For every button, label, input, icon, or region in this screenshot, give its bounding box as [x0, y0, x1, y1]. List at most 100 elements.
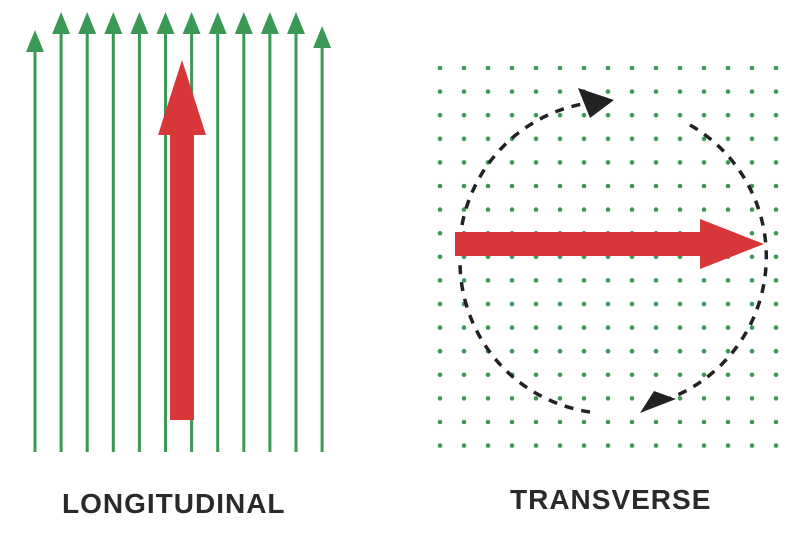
grid-dot: [701, 65, 707, 71]
grid-dot: [581, 183, 587, 189]
grid-dot: [677, 348, 683, 354]
grid-dot: [509, 301, 515, 307]
grid-dot: [509, 112, 515, 118]
grid-dot: [437, 396, 443, 401]
grid-dot: [533, 419, 539, 425]
grid-dot: [533, 372, 539, 378]
field-line: [130, 12, 149, 452]
grid-dot: [605, 372, 611, 378]
grid-dot: [677, 183, 683, 189]
grid-dot: [581, 278, 587, 283]
grid-dot: [773, 325, 779, 330]
grid-dot: [629, 65, 635, 71]
grid-dot: [461, 89, 467, 94]
field-line: [78, 12, 97, 452]
grid-dot: [437, 65, 443, 71]
grid-dot: [605, 112, 611, 118]
grid-dot: [557, 443, 563, 448]
grid-dot: [557, 372, 563, 378]
grid-dot: [677, 419, 683, 425]
arrow-head: [158, 60, 206, 135]
grid-dot: [485, 301, 491, 307]
grid-dot: [749, 254, 755, 260]
grid-dot: [773, 183, 779, 189]
grid-dot: [701, 372, 707, 378]
grid-dot: [581, 419, 587, 425]
field-line: [234, 12, 253, 452]
grid-dot: [701, 396, 707, 401]
grid-dot: [773, 136, 779, 142]
grid-dot: [749, 160, 755, 165]
grid-dot: [749, 89, 755, 94]
grid-dot: [509, 207, 515, 212]
grid-dot: [437, 278, 443, 283]
arrow-shaft: [170, 128, 194, 420]
grid-dot: [581, 65, 587, 71]
grid-dot: [749, 396, 755, 401]
grid-dot: [509, 419, 515, 425]
grid-dot: [461, 396, 467, 401]
grid-dot: [605, 278, 611, 283]
grid-dot: [653, 301, 659, 307]
grid-dot: [557, 325, 563, 330]
grid-dot: [533, 443, 539, 448]
grid-dot: [725, 372, 731, 378]
grid-dot: [557, 136, 563, 142]
grid-dot: [701, 443, 707, 448]
grid-dot: [725, 160, 731, 165]
grid-dot: [461, 372, 467, 378]
grid-dot: [509, 396, 515, 401]
grid-dot: [701, 89, 707, 94]
field-line-arrowhead-icon: [208, 12, 227, 34]
longitudinal-panel: [26, 12, 332, 452]
grid-dot: [749, 419, 755, 425]
grid-dot: [773, 396, 779, 401]
grid-dot: [653, 112, 659, 118]
grid-dot: [653, 325, 659, 330]
grid-dot: [605, 348, 611, 354]
field-line-arrowhead-icon: [287, 12, 305, 34]
grid-dot: [533, 160, 539, 165]
grid-dot: [629, 372, 635, 378]
grid-dot: [701, 419, 707, 425]
grid-dot: [437, 136, 443, 142]
field-line: [287, 12, 305, 452]
grid-dot: [725, 136, 731, 142]
grid-dot: [749, 112, 755, 118]
grid-dot: [701, 325, 707, 330]
grid-dot: [701, 183, 707, 189]
grid-dot: [557, 112, 563, 118]
grid-dot: [725, 278, 731, 283]
grid-dot: [725, 301, 731, 307]
field-line: [26, 30, 44, 452]
grid-dot: [533, 207, 539, 212]
grid-dot: [485, 136, 491, 142]
grid-dot: [653, 443, 659, 448]
grid-dot: [533, 65, 539, 71]
grid-dot: [461, 65, 467, 71]
grid-dot: [533, 183, 539, 189]
grid-dot: [773, 65, 779, 71]
grid-dot: [653, 419, 659, 425]
longitudinal-label: LONGITUDINAL: [62, 488, 286, 519]
grid-dot: [773, 372, 779, 378]
grid-dot: [773, 207, 779, 212]
grid-dot: [725, 443, 731, 448]
grid-dot: [605, 396, 611, 401]
grid-dot: [725, 112, 731, 118]
field-line-arrowhead-icon: [313, 26, 332, 48]
grid-dot: [437, 348, 443, 354]
field-line-arrowhead-icon: [104, 12, 123, 34]
rotation-path: [458, 88, 769, 414]
grid-dot: [485, 325, 491, 330]
grid-dot: [677, 443, 683, 448]
grid-dot: [509, 278, 515, 283]
grid-dot: [605, 65, 611, 71]
grid-dot: [557, 301, 563, 307]
grid-dot: [437, 207, 443, 212]
grid-dot: [605, 89, 611, 94]
grid-dot: [725, 207, 731, 212]
grid-dot: [485, 183, 491, 189]
grid-dot: [581, 112, 587, 118]
grid-dot: [605, 443, 611, 448]
